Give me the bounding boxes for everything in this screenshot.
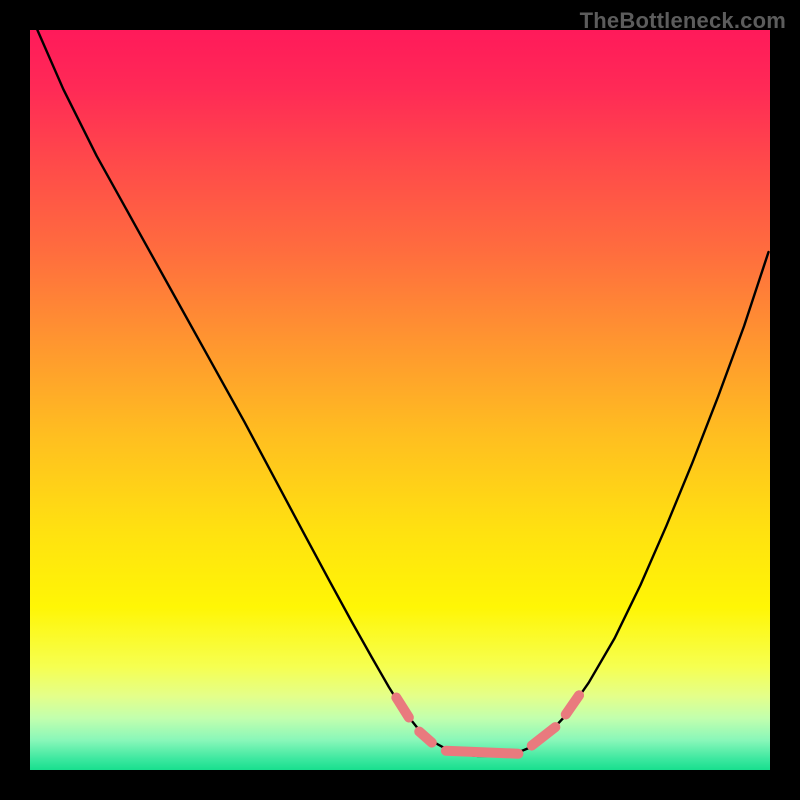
highlight-segments (396, 695, 579, 753)
bottleneck-curve-line (37, 30, 768, 756)
canvas: TheBottleneck.com (0, 0, 800, 800)
highlight-segment-3 (532, 727, 556, 746)
plot-area (30, 30, 770, 770)
highlight-segment-0 (396, 697, 409, 717)
bottleneck-curve-svg (30, 30, 770, 770)
highlight-segment-1 (419, 732, 432, 743)
highlight-segment-2 (446, 751, 519, 754)
source-watermark: TheBottleneck.com (580, 8, 786, 34)
highlight-segment-4 (566, 695, 579, 714)
